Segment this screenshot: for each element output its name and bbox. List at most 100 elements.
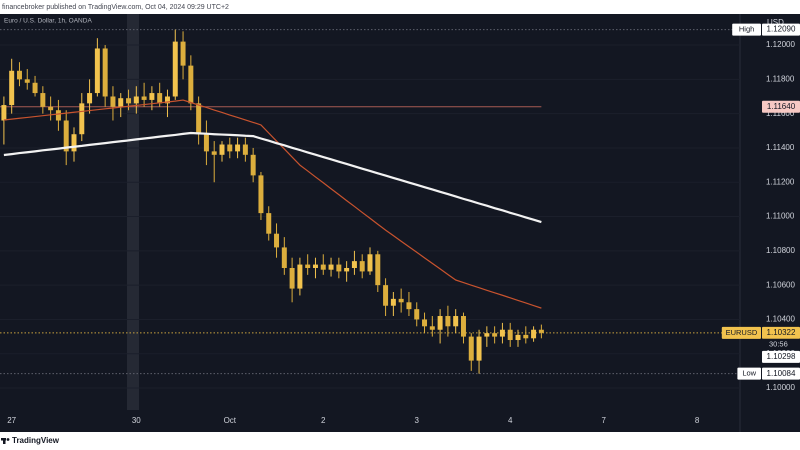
- price-marker-label: 1.12090: [767, 25, 796, 34]
- candle-body: [305, 264, 311, 268]
- y-tick-label: 1.11200: [766, 177, 795, 186]
- y-tick-label: 1.10600: [766, 280, 795, 289]
- price-marker-label: 1.10322: [767, 328, 796, 337]
- candle-body: [437, 316, 443, 330]
- candle-body: [422, 319, 428, 327]
- candle-body: [235, 144, 241, 152]
- candle-body: [211, 151, 217, 155]
- candle-body: [406, 302, 412, 310]
- marker-name-box: [732, 23, 761, 36]
- candle-body: [1, 105, 7, 121]
- price-marker: [762, 100, 800, 113]
- candle-body: [172, 41, 178, 97]
- candle-body: [180, 41, 186, 66]
- candle-body: [499, 329, 505, 337]
- candle-body: [484, 333, 490, 337]
- candle-body: [266, 213, 272, 234]
- candle-body: [258, 175, 264, 214]
- candle-body: [429, 326, 435, 330]
- candle-body: [16, 70, 22, 80]
- y-tick-label: 1.11800: [766, 74, 795, 83]
- candle-body: [110, 96, 116, 107]
- secondary-price-marker: [762, 350, 800, 363]
- candle-body: [398, 298, 404, 303]
- candle-body: [188, 65, 194, 104]
- x-tick-label: Oct: [224, 416, 237, 425]
- candle-body: [538, 329, 544, 333]
- y-tick-label: 1.10000: [766, 383, 795, 392]
- candle-body: [40, 93, 46, 107]
- candle-body: [328, 264, 334, 270]
- candle-body: [281, 247, 287, 268]
- x-tick-label: 7: [601, 416, 606, 425]
- attribution: financebroker published on TradingView.c…: [2, 4, 229, 11]
- candle-body: [164, 96, 170, 104]
- candle-body: [515, 334, 521, 341]
- marker-name-box: [737, 367, 761, 380]
- candle-body: [531, 329, 537, 339]
- candle-body: [523, 334, 529, 339]
- candle-body: [79, 103, 85, 135]
- y-tick-label: 1.11000: [766, 212, 795, 221]
- marker-name: High: [739, 25, 754, 34]
- marker-name-box: [721, 326, 761, 339]
- moving-average-line: [3, 99, 542, 309]
- brand-logo: [1, 438, 10, 444]
- candle-body: [297, 264, 303, 289]
- candle-body: [126, 98, 132, 104]
- countdown-box: [762, 338, 800, 350]
- candle-body: [460, 316, 466, 337]
- session-band: [127, 14, 139, 410]
- logo-part: [6, 438, 10, 441]
- price-marker-label: 1.10084: [767, 369, 796, 378]
- candle-body: [375, 254, 381, 286]
- candle-body: [227, 144, 233, 152]
- brand: TradingView: [12, 436, 60, 445]
- candle-body: [351, 261, 357, 268]
- candle-body: [87, 93, 93, 104]
- price-marker: [762, 23, 800, 36]
- candle-body: [32, 82, 38, 94]
- moving-average-line: [3, 131, 542, 224]
- candle-body: [203, 134, 209, 152]
- price-marker-label: 1.11640: [767, 102, 796, 111]
- y-tick-label: 1.12000: [766, 40, 795, 49]
- x-tick-label: 30: [132, 416, 141, 425]
- candle-body: [71, 134, 77, 152]
- candle-body: [289, 267, 295, 289]
- candle-body: [507, 329, 513, 341]
- candle-body: [453, 316, 459, 327]
- candle-body: [48, 106, 54, 111]
- candle-body: [320, 264, 326, 270]
- candle-body: [383, 285, 389, 306]
- candle-body: [24, 79, 30, 83]
- secondary-price-label: 1.10298: [767, 352, 796, 361]
- candle-body: [445, 316, 451, 327]
- countdown: 30:56: [769, 339, 788, 348]
- x-tick-label: 8: [695, 416, 700, 425]
- candle-body: [9, 70, 15, 106]
- candle-body: [242, 144, 248, 155]
- candle-body: [118, 98, 124, 107]
- candle-body: [157, 93, 163, 104]
- candle-body: [63, 120, 69, 152]
- logo-part: [3, 438, 6, 444]
- candle-body: [468, 336, 474, 361]
- candle-body: [149, 93, 155, 100]
- candle-body: [141, 96, 147, 100]
- candle-body: [102, 48, 108, 97]
- candle-body: [274, 233, 280, 248]
- candle-body: [219, 144, 225, 155]
- currency-label: USD: [767, 18, 784, 27]
- candle-body: [492, 333, 498, 337]
- chart-background: [0, 14, 800, 432]
- y-tick-label: 1.10400: [766, 315, 795, 324]
- marker-name: EURUSD: [726, 328, 758, 337]
- candle-body: [133, 96, 139, 104]
- x-tick-label: 3: [415, 416, 420, 425]
- candle-body: [390, 298, 396, 306]
- x-tick-label: 2: [321, 416, 326, 425]
- y-tick-label: 1.11600: [766, 109, 795, 118]
